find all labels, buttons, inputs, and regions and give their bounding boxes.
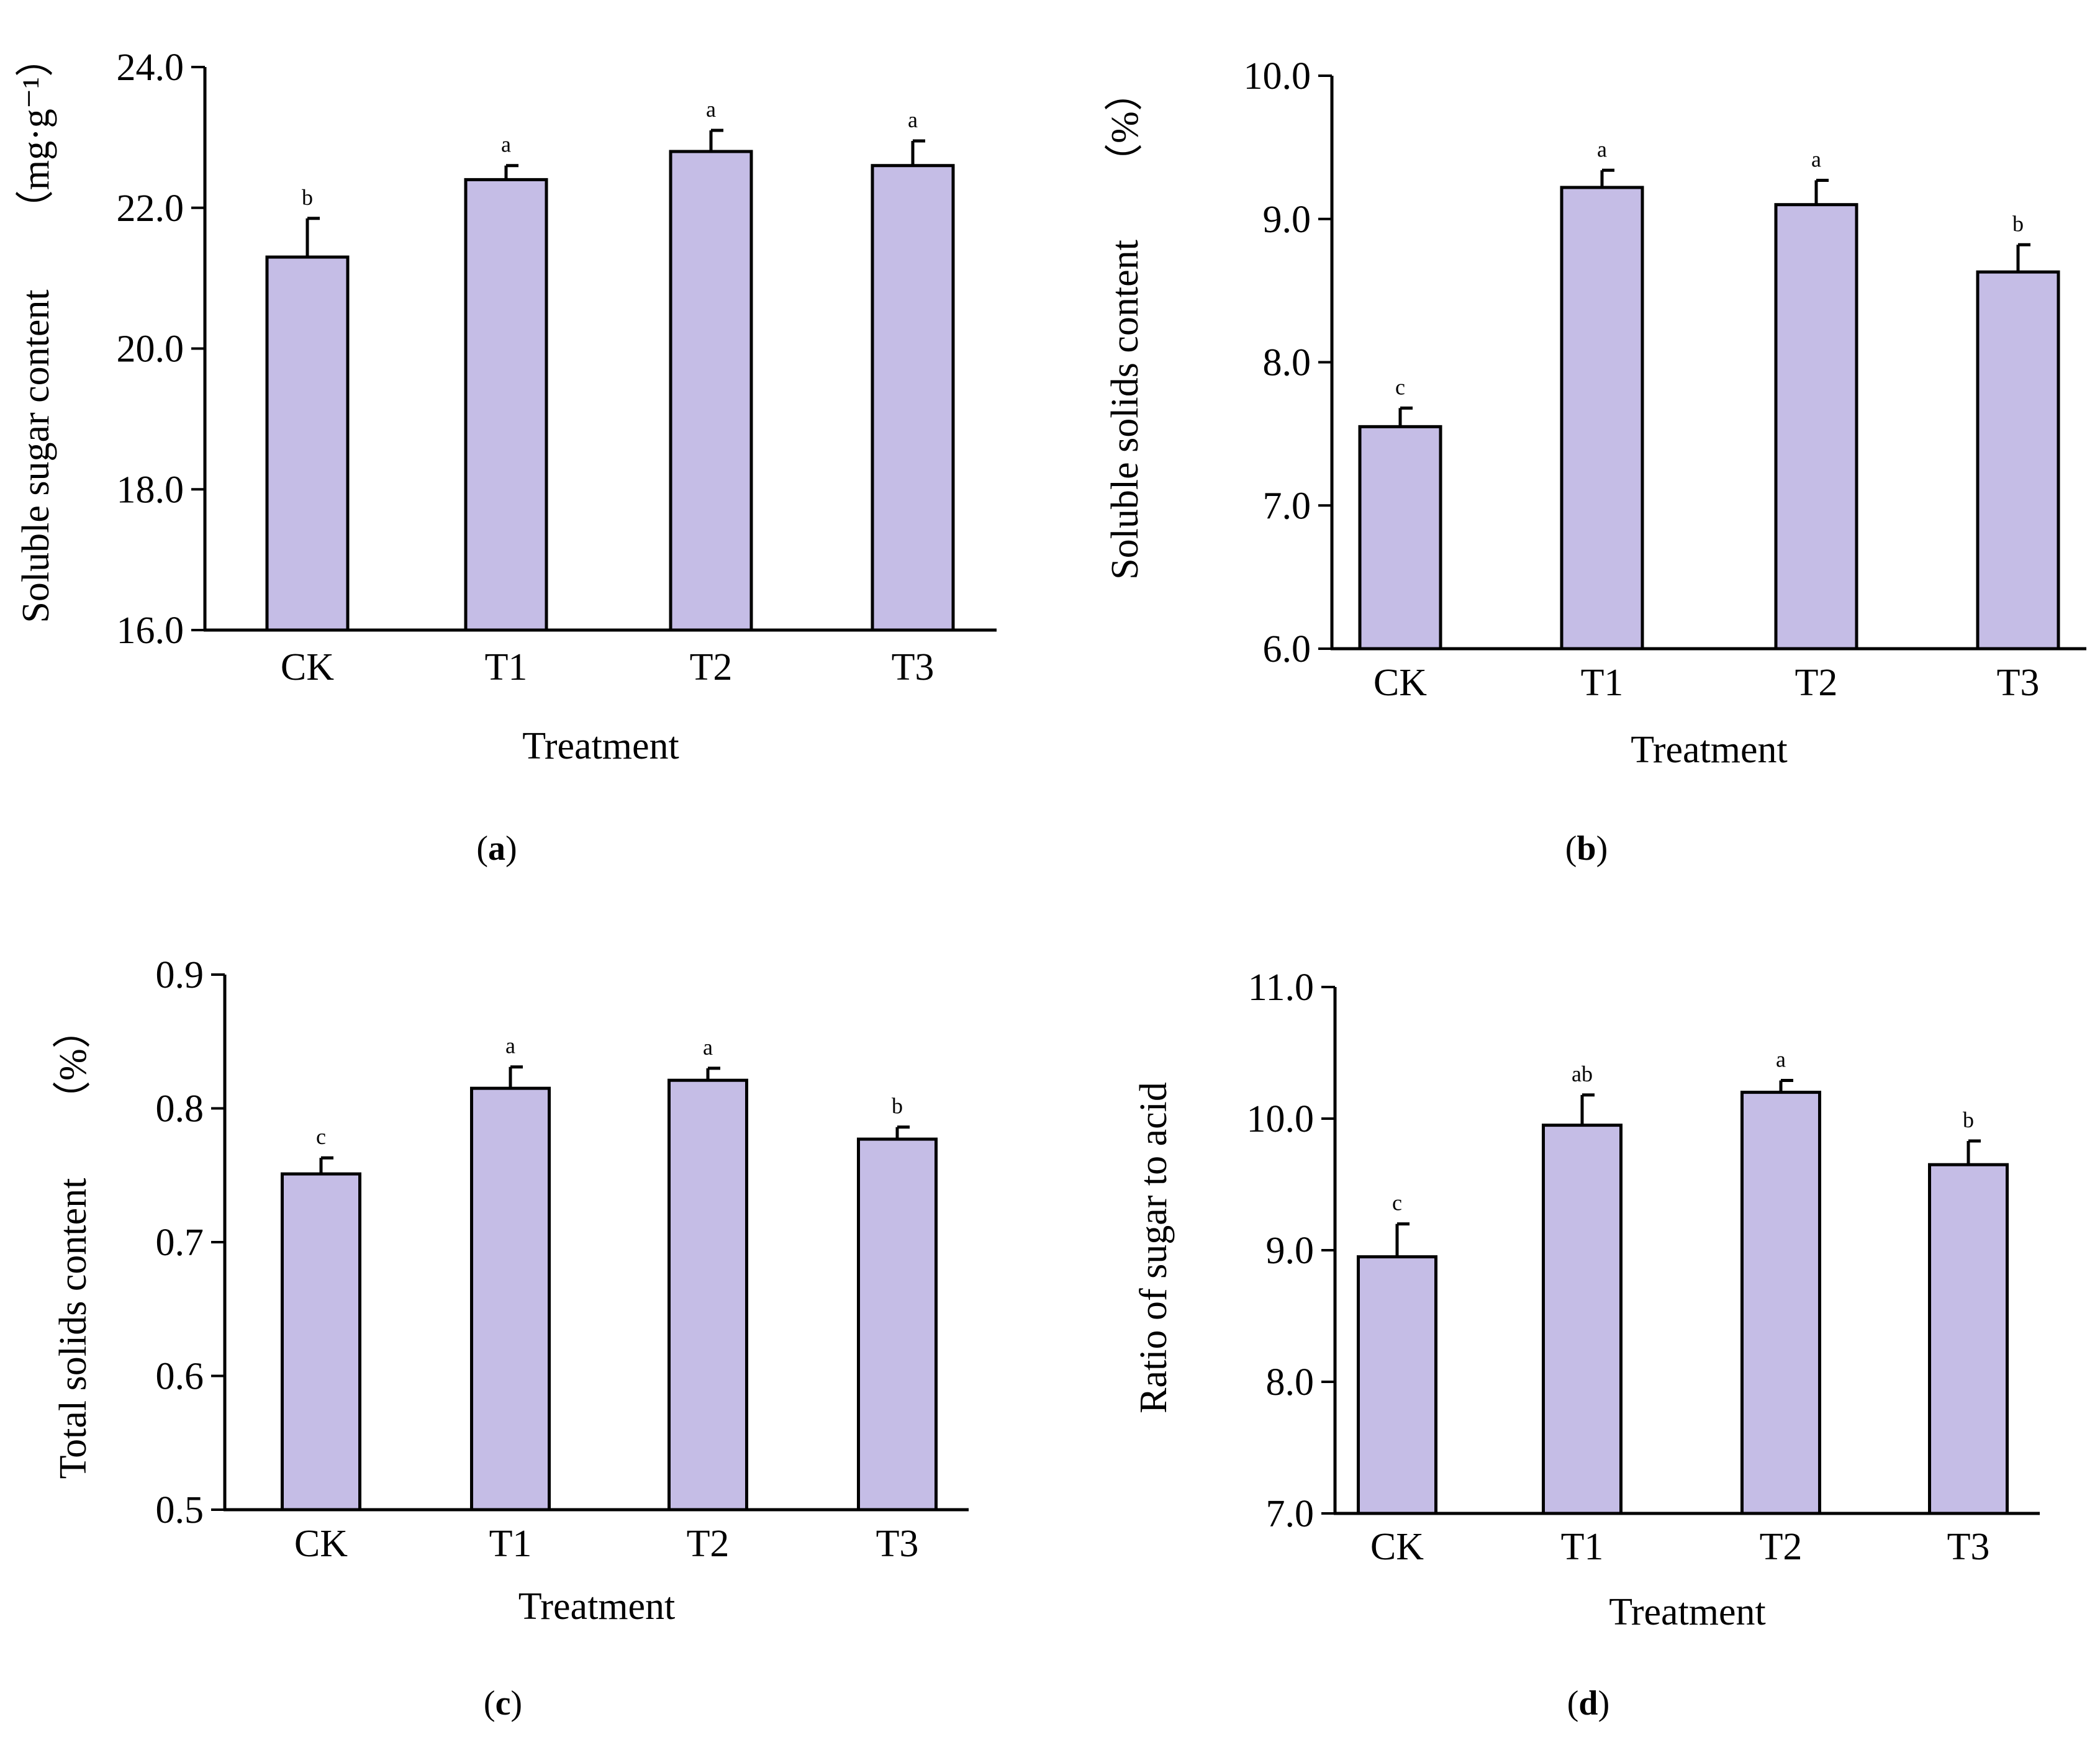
y-tick-label: 8.0 (1266, 1361, 1315, 1404)
x-tick-label: T1 (489, 1523, 532, 1565)
bar-T2 (668, 1078, 748, 1512)
x-axis-title: Treatment (518, 1585, 676, 1628)
panel-caption: (d) (1567, 1684, 1609, 1723)
y-tick-label: 10.0 (1247, 1098, 1315, 1140)
y-tick-label: 24.0 (117, 47, 184, 89)
y-tick-label: 0.9 (156, 954, 204, 996)
x-tick-label: T1 (1561, 1526, 1604, 1568)
x-axis-title: Treatment (522, 725, 679, 767)
significance-letter: c (1395, 374, 1405, 399)
y-tick-label: 20.0 (117, 328, 184, 371)
x-tick-label: T1 (1581, 662, 1624, 704)
y-tick-label: 9.0 (1263, 199, 1311, 241)
y-tick-label: 8.0 (1263, 342, 1311, 384)
panel-caption: (b) (1565, 829, 1608, 868)
x-tick-label: CK (281, 646, 334, 688)
bar-T2 (669, 150, 753, 632)
bar-T3 (1976, 270, 2060, 651)
significance-letter: a (1597, 137, 1607, 161)
significance-letter: a (1776, 1047, 1786, 1072)
y-axis-title: Soluble sugar content (15, 289, 57, 623)
y-tick-label: 10.0 (1244, 55, 1311, 97)
y-axis-unit: （%） (52, 1010, 94, 1119)
y-axis-unit: （mg·g⁻¹） (15, 38, 57, 228)
significance-letter: b (892, 1094, 903, 1119)
significance-letter: c (1392, 1191, 1402, 1215)
x-tick-label: T3 (1997, 662, 2040, 704)
bar-CK (265, 255, 350, 632)
y-axis-title: Soluble solids content (1104, 240, 1146, 580)
y-tick-label: 0.7 (156, 1222, 204, 1264)
y-tick-label: 11.0 (1248, 967, 1314, 1009)
bar-T1 (1560, 186, 1644, 651)
significance-letter: a (1811, 147, 1821, 171)
significance-letter: b (2012, 211, 2024, 236)
bar-CK (1358, 425, 1442, 651)
bar-T1 (464, 178, 548, 632)
x-tick-label: T2 (690, 646, 733, 688)
bar-T1 (1542, 1124, 1623, 1515)
y-tick-label: 9.0 (1266, 1230, 1315, 1272)
x-tick-label: CK (294, 1523, 348, 1565)
significance-letter: b (302, 185, 313, 210)
y-tick-label: 7.0 (1266, 1493, 1315, 1535)
y-axis-title: Total solids content (52, 1178, 94, 1479)
significance-letter: a (706, 97, 716, 122)
significance-letter: a (501, 132, 511, 157)
bar-T2 (1740, 1091, 1821, 1515)
x-axis-title: Treatment (1609, 1591, 1766, 1633)
x-tick-label: T2 (687, 1523, 730, 1565)
panel-caption: (c) (484, 1684, 522, 1723)
y-tick-label: 7.0 (1263, 485, 1311, 527)
y-axis-title: Ratio of sugar to acid (1133, 1082, 1175, 1413)
y-tick-label: 0.6 (156, 1356, 204, 1398)
chart-panel-c: 0.5 0.6 0.7 0.8 0.9 c CK a T1 a T2 b T3 Treatment Tota… (52, 954, 969, 1723)
significance-letter: a (703, 1035, 713, 1060)
y-tick-label: 22.0 (117, 187, 184, 230)
bar-T2 (1774, 203, 1858, 651)
x-tick-label: T2 (1760, 1526, 1803, 1568)
x-tick-label: T2 (1795, 662, 1838, 704)
significance-letter: c (316, 1124, 326, 1149)
y-tick-label: 6.0 (1263, 628, 1311, 670)
x-tick-label: CK (1374, 662, 1427, 704)
x-tick-label: T3 (876, 1523, 919, 1565)
y-tick-label: 0.8 (156, 1088, 204, 1130)
chart-panel-b: 6.0 7.0 8.0 9.0 10.0 c CK a T1 a T2 b T3 Treatment Sol… (1104, 55, 2086, 868)
significance-letter: a (505, 1034, 515, 1058)
significance-letter: b (1963, 1107, 1974, 1132)
significance-letter: a (908, 107, 918, 132)
chart-panel-a: 16.0 18.0 20.0 22.0 24.0 b CK a T1 a T2 a T3 Treatmen… (15, 38, 997, 868)
bar-T3 (857, 1137, 938, 1512)
x-tick-label: CK (1370, 1526, 1424, 1568)
bar-T3 (1928, 1163, 2009, 1515)
y-axis-unit: （%） (1104, 73, 1146, 182)
x-tick-label: T1 (485, 646, 528, 688)
x-tick-label: T3 (892, 646, 935, 688)
y-tick-label: 0.5 (156, 1489, 204, 1531)
bar-T3 (871, 164, 955, 632)
y-tick-label: 16.0 (117, 610, 184, 652)
panel-caption: (a) (476, 829, 517, 868)
x-tick-label: T3 (1947, 1526, 1990, 1568)
x-axis-title: Treatment (1631, 729, 1788, 771)
significance-letter: ab (1572, 1062, 1593, 1086)
bar-CK (281, 1172, 361, 1512)
chart-panel-d: 7.0 8.0 9.0 10.0 11.0 c CK ab T1 a T2 b T3 Treatment R… (1133, 967, 2040, 1723)
y-tick-label: 18.0 (117, 469, 184, 511)
bar-CK (1357, 1255, 1437, 1515)
bar-T1 (470, 1086, 551, 1512)
